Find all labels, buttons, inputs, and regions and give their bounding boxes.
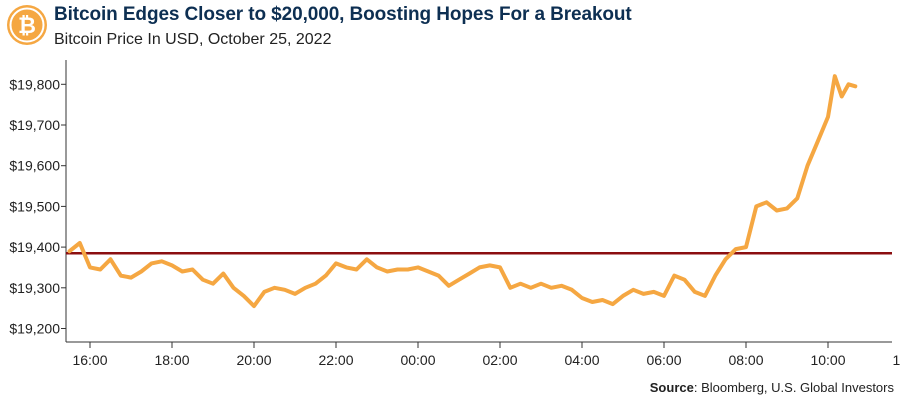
x-tick-label: 08:00 [728,352,763,368]
source-note: Source: Bloomberg, U.S. Global Investors [650,380,894,395]
price-series-line [67,74,858,309]
chart-header: ₿ Bitcoin Edges Closer to $20,000, Boost… [0,0,900,56]
x-tick-label: 00:00 [400,352,435,368]
y-axis-ticks: $19,200 $19,300 $19,400 $19,500 $19,600 $19,7… [9,76,66,337]
y-tick-label: $19,600 [9,158,60,174]
x-tick-label: 02:00 [482,352,517,368]
x-tick-label: 18:00 [154,352,189,368]
y-tick-label: $19,700 [9,117,60,133]
x-tick-label: 04:00 [564,352,599,368]
x-axis-ticks: 16:00 18:00 20:00 22:00 00:00 02:00 04:00 06:00… [72,342,900,368]
x-tick-label: 10:00 [810,352,845,368]
y-tick-label: $19,400 [9,239,60,255]
x-tick-label: 22:00 [318,352,353,368]
source-text: : Bloomberg, U.S. Global Investors [693,380,894,395]
chart-subtitle: Bitcoin Price In USD, October 25, 2022 [54,31,332,48]
y-tick-label: $19,500 [9,198,60,214]
x-tick-label: 20:00 [236,352,271,368]
bitcoin-coin-icon: ₿ [7,5,47,45]
x-tick-label: 16:00 [72,352,107,368]
y-tick-label: $19,200 [9,321,60,337]
source-label: Source [649,380,694,395]
x-tick-label: 12:00 [892,352,900,368]
y-tick-label: $19,800 [9,76,60,92]
x-tick-label: 06:00 [646,352,681,368]
bitcoin-symbol: ₿ [18,14,36,39]
chart-title: Bitcoin Edges Closer to $20,000, Boostin… [54,4,632,25]
y-tick-label: $19,300 [9,280,60,296]
